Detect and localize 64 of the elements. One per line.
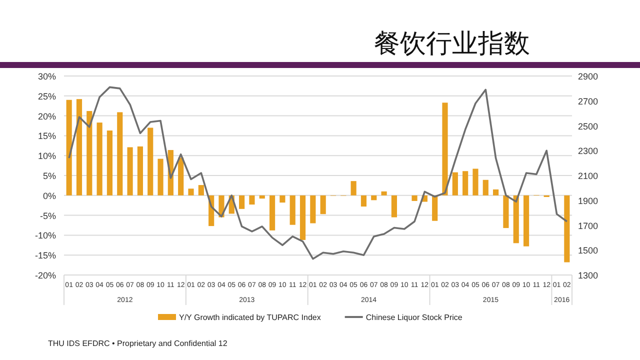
y2-tick-label: 1500 <box>578 246 598 256</box>
bar <box>472 168 478 196</box>
bar <box>513 195 519 244</box>
y2-tick-label: 2500 <box>578 121 598 132</box>
y-tick-label: 5% <box>42 171 56 181</box>
y2-tick-label: 1700 <box>578 220 598 231</box>
bar <box>350 181 356 196</box>
bar <box>300 195 306 240</box>
bar <box>198 185 204 196</box>
bar <box>269 195 276 230</box>
bar <box>178 158 184 196</box>
bar <box>442 102 448 196</box>
bar <box>493 189 499 196</box>
bar <box>412 195 418 201</box>
y-tick-label: 15% <box>38 131 56 142</box>
bar <box>106 130 113 196</box>
bar <box>249 195 255 205</box>
bar <box>371 195 377 200</box>
bar <box>432 195 438 221</box>
bar <box>381 191 387 196</box>
bar <box>188 188 194 196</box>
y-tick-label: 30% <box>38 72 56 82</box>
y2-tick-label: 1900 <box>578 196 598 206</box>
y-tick-label: -20% <box>34 270 56 280</box>
chart-title: 餐饮行业指数 <box>374 29 530 59</box>
bar <box>503 195 509 228</box>
bar <box>320 195 326 214</box>
bar <box>360 195 367 207</box>
bar <box>117 112 123 196</box>
bar <box>86 111 92 196</box>
y-tick-label: -15% <box>34 250 56 261</box>
legend-label: Chinese Liquor Stock Price <box>366 313 463 322</box>
bar <box>259 195 265 199</box>
bar <box>96 122 102 196</box>
bar <box>66 100 72 196</box>
bar <box>127 147 133 196</box>
bar <box>462 171 468 196</box>
y2-tick-label: 2300 <box>578 146 598 156</box>
bar <box>290 195 296 225</box>
y-tick-label: 20% <box>38 111 56 122</box>
line-series <box>68 86 568 260</box>
bar <box>76 99 82 196</box>
bar <box>482 180 488 196</box>
bar <box>310 195 316 224</box>
bar <box>280 195 286 203</box>
bar <box>391 195 397 218</box>
y2-tick-label: 2900 <box>578 72 598 82</box>
text: THU IDS EFDRC • Proprietary and Confidential 12 <box>48 339 228 348</box>
bar <box>452 172 458 196</box>
y-tick-label: -10% <box>34 230 56 241</box>
y2-tick-label: 1300 <box>578 270 598 280</box>
y-tick-label: 10% <box>38 151 56 162</box>
y2-tick-label: 2700 <box>578 96 598 106</box>
bar <box>523 195 530 246</box>
bar <box>137 146 143 196</box>
y-tick-label: 25% <box>38 91 56 102</box>
bar <box>564 195 570 262</box>
y2-tick-label: 2100 <box>578 171 598 181</box>
bar <box>148 128 154 196</box>
y-tick-label: -5% <box>40 210 56 221</box>
bar <box>239 195 245 209</box>
y-tick-label: 0% <box>42 190 56 201</box>
legend-label: Y/Y Growth indicated by TUPARC Index <box>179 313 321 322</box>
bar <box>158 158 164 196</box>
